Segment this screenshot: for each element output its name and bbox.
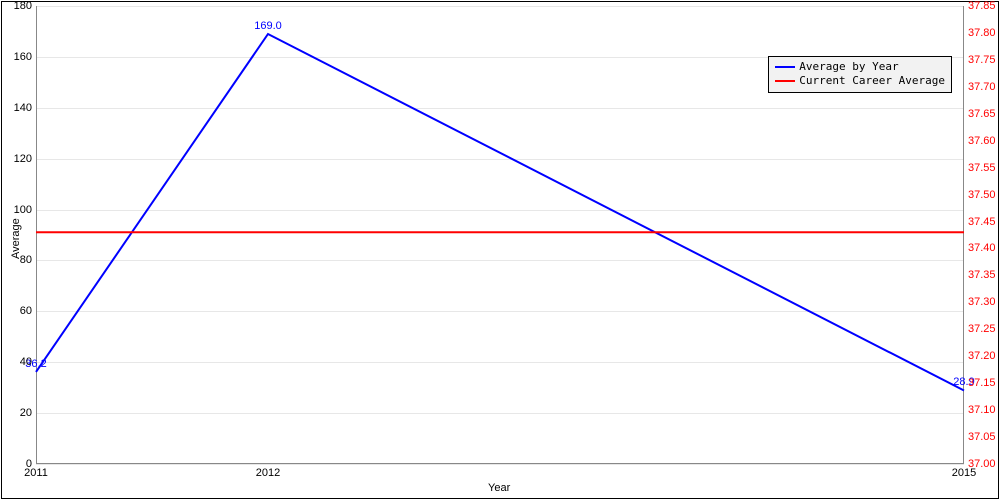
y-axis-title: Average xyxy=(10,218,22,259)
legend-label: Current Career Average xyxy=(799,74,945,88)
legend-swatch xyxy=(775,80,795,82)
y-left-tick: 140 xyxy=(14,102,32,114)
y-right-tick: 37.65 xyxy=(968,108,996,120)
y-right-tick: 37.20 xyxy=(968,350,996,362)
y-right-tick: 37.40 xyxy=(968,242,996,254)
y-right-tick: 37.50 xyxy=(968,189,996,201)
y-right-tick: 37.05 xyxy=(968,431,996,443)
y-left-tick: 100 xyxy=(14,204,32,216)
y-right-tick: 37.45 xyxy=(968,216,996,228)
legend-swatch xyxy=(775,66,795,68)
x-tick: 2011 xyxy=(24,467,48,479)
y-left-tick: 60 xyxy=(20,305,32,317)
y-left-tick: 180 xyxy=(14,0,32,12)
y-right-tick: 37.75 xyxy=(968,54,996,66)
y-left-tick: 20 xyxy=(20,407,32,419)
y-right-tick: 37.60 xyxy=(968,135,996,147)
chart-container: 36.2169.028.9 020406080100120140160180 3… xyxy=(0,0,1000,500)
legend-item: Average by Year xyxy=(775,60,945,74)
y-right-tick: 37.55 xyxy=(968,162,996,174)
y-right-tick: 37.30 xyxy=(968,296,996,308)
legend: Average by YearCurrent Career Average xyxy=(768,56,952,93)
y-left-tick: 120 xyxy=(14,153,32,165)
legend-label: Average by Year xyxy=(799,60,898,74)
y-right-tick: 37.10 xyxy=(968,404,996,416)
x-axis-title: Year xyxy=(488,482,510,494)
y-left-tick: 40 xyxy=(20,356,32,368)
y-left-tick: 160 xyxy=(14,51,32,63)
data-point-label: 169.0 xyxy=(254,20,282,32)
y-right-tick: 37.70 xyxy=(968,81,996,93)
y-right-tick: 37.85 xyxy=(968,0,996,12)
y-right-tick: 37.80 xyxy=(968,27,996,39)
y-right-tick: 37.15 xyxy=(968,377,996,389)
y-right-tick: 37.35 xyxy=(968,269,996,281)
legend-item: Current Career Average xyxy=(775,74,945,88)
y-right-tick: 37.25 xyxy=(968,323,996,335)
x-tick: 2015 xyxy=(952,467,976,479)
x-tick: 2012 xyxy=(256,467,280,479)
